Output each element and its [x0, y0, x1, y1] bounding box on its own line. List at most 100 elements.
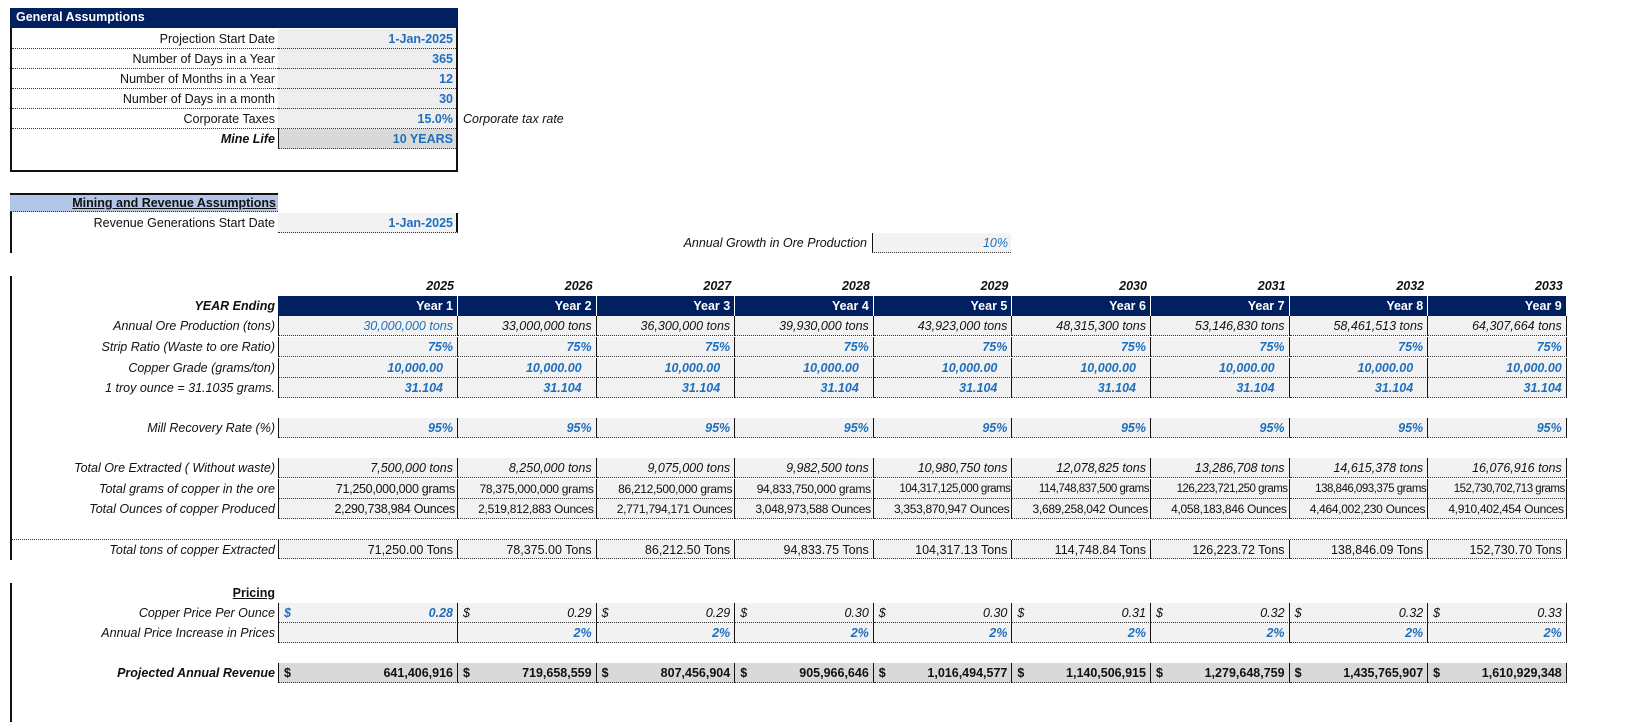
- annual-growth-value[interactable]: 10%: [872, 233, 1011, 253]
- copper-grade-cell[interactable]: 10,000.00: [1289, 358, 1429, 378]
- total-ore-cell: 10,980,750 tons: [873, 458, 1013, 478]
- annual-ore-cell[interactable]: 33,000,000 tons: [458, 316, 597, 336]
- price-increase-cell[interactable]: 2%: [458, 623, 597, 643]
- troy-ounce-cell[interactable]: 31.104: [873, 378, 1013, 398]
- currency-symbol: $: [284, 666, 291, 680]
- copper-grade-cell[interactable]: 10,000.00: [873, 358, 1013, 378]
- mill-recovery-cell[interactable]: 95%: [278, 418, 458, 438]
- mill-recovery-cell[interactable]: 95%: [735, 418, 874, 438]
- ga-value-corporate-taxes[interactable]: 15.0%: [278, 109, 456, 129]
- annual-ore-cell[interactable]: 30,000,000 tons: [278, 316, 458, 336]
- annual-ore-cell[interactable]: 53,146,830 tons: [1150, 316, 1290, 336]
- copper-grade-cell[interactable]: 10,000.00: [278, 358, 458, 378]
- total-ounces-cell: 4,058,183,846 Ounces: [1150, 499, 1290, 519]
- calendar-year: 2028: [841, 279, 870, 293]
- copper-grade-cell[interactable]: 10,000.00: [596, 358, 736, 378]
- troy-ounce-cell[interactable]: 31.104: [278, 378, 458, 398]
- ga-label: Number of Days in a month: [12, 89, 278, 109]
- total-tons-copper-cell: 71,250.00 Tons: [278, 540, 458, 559]
- row-label: Total grams of copper in the ore: [98, 482, 275, 496]
- mill-recovery-cell[interactable]: 95%: [1289, 418, 1429, 438]
- troy-ounce-cell[interactable]: 31.104: [458, 378, 597, 398]
- ga-row-projection-start: Projection Start Date 1-Jan-2025: [12, 29, 456, 49]
- troy-ounce-cell[interactable]: 31.104: [596, 378, 736, 398]
- currency-symbol: $: [463, 606, 470, 620]
- mill-recovery-cell[interactable]: 95%: [458, 418, 597, 438]
- price-increase-cell[interactable]: 2%: [596, 623, 736, 643]
- annual-ore-cell[interactable]: 48,315,300 tons: [1012, 316, 1151, 336]
- strip-ratio-cell[interactable]: 75%: [873, 337, 1013, 357]
- total-ounces-cell: 4,910,402,454 Ounces: [1428, 499, 1567, 519]
- troy-ounce-cell[interactable]: 31.104: [1012, 378, 1151, 398]
- troy-ounce-cell[interactable]: 31.104: [1428, 378, 1567, 398]
- copper-grade-cell[interactable]: 10,000.00: [1012, 358, 1151, 378]
- row-label: Strip Ratio (Waste to ore Ratio): [101, 340, 275, 354]
- ga-label: Corporate Taxes: [12, 109, 278, 129]
- currency-symbol: $: [878, 666, 886, 680]
- annual-ore-cell[interactable]: 64,307,664 tons: [1428, 316, 1567, 336]
- strip-ratio-cell[interactable]: 75%: [1428, 337, 1567, 357]
- price-increase-cell[interactable]: 2%: [735, 623, 874, 643]
- annual-ore-cell[interactable]: 43,923,000 tons: [873, 316, 1013, 336]
- total-grams-cell: 114,748,837,500 grams: [1012, 479, 1151, 499]
- year-ending-header-row: YEAR Ending Year 1 Year 2 Year 3 Year 4 …: [12, 296, 1567, 316]
- price-increase-cell[interactable]: [278, 623, 458, 643]
- revenue-start-date-value[interactable]: 1-Jan-2025: [278, 213, 458, 233]
- strip-ratio-cell[interactable]: 75%: [1150, 337, 1290, 357]
- price-increase-cell[interactable]: 2%: [1289, 623, 1429, 643]
- mill-recovery-cell[interactable]: 95%: [1428, 418, 1567, 438]
- annual-ore-cell[interactable]: 36,300,000 tons: [596, 316, 736, 336]
- total-ore-cell: 16,076,916 tons: [1428, 458, 1567, 478]
- troy-ounce-cell[interactable]: 31.104: [1289, 378, 1429, 398]
- strip-ratio-cell[interactable]: 75%: [458, 337, 597, 357]
- ga-value-mine-life[interactable]: 10 YEARS: [278, 129, 456, 149]
- revenue-cell: $1,435,765,907: [1289, 663, 1429, 683]
- strip-ratio-cell[interactable]: 75%: [596, 337, 736, 357]
- total-ounces-cell: 2,519,812,883 Ounces: [458, 499, 597, 519]
- table-row-troy-ounce: 1 troy ounce = 31.1035 grams. 31.104 31.…: [12, 378, 1567, 398]
- strip-ratio-cell[interactable]: 75%: [735, 337, 874, 357]
- mill-recovery-cell[interactable]: 95%: [1150, 418, 1290, 438]
- section-border: [10, 583, 12, 722]
- table-row-total-tons-copper: Total tons of copper Extracted 71,250.00…: [12, 539, 1567, 559]
- copper-price-cell[interactable]: $0.28: [278, 603, 458, 623]
- ga-value-months-year[interactable]: 12: [278, 69, 456, 89]
- row-label: Copper Grade (grams/ton): [128, 361, 275, 375]
- strip-ratio-cell[interactable]: 75%: [1012, 337, 1151, 357]
- revenue-cell: $905,966,646: [735, 663, 874, 683]
- total-grams-cell: 104,317,125,000 grams: [873, 479, 1013, 499]
- strip-ratio-cell[interactable]: 75%: [1289, 337, 1429, 357]
- mill-recovery-cell[interactable]: 95%: [873, 418, 1013, 438]
- price-increase-cell[interactable]: 2%: [873, 623, 1013, 643]
- year-ending-label: YEAR Ending: [194, 299, 275, 313]
- total-tons-copper-cell: 78,375.00 Tons: [458, 540, 597, 559]
- price-increase-cell[interactable]: 2%: [1150, 623, 1290, 643]
- row-label: Annual Price Increase in Prices: [101, 626, 275, 640]
- ga-value-days-month[interactable]: 30: [278, 89, 456, 109]
- total-tons-copper-cell: 114,748.84 Tons: [1012, 540, 1151, 559]
- currency-symbol: $: [601, 606, 609, 620]
- annual-ore-cell[interactable]: 58,461,513 tons: [1289, 316, 1429, 336]
- table-row-annual-ore: Annual Ore Production (tons) 30,000,000 …: [12, 316, 1567, 336]
- price-increase-cell[interactable]: 2%: [1428, 623, 1567, 643]
- annual-growth-label: Annual Growth in Ore Production: [683, 236, 867, 250]
- copper-grade-cell[interactable]: 10,000.00: [1428, 358, 1567, 378]
- troy-ounce-cell[interactable]: 31.104: [735, 378, 874, 398]
- copper-grade-cell[interactable]: 10,000.00: [458, 358, 597, 378]
- total-ounces-cell: 3,353,870,947 Ounces: [873, 499, 1013, 519]
- ga-value-projection-start[interactable]: 1-Jan-2025: [278, 29, 456, 49]
- mill-recovery-cell[interactable]: 95%: [1012, 418, 1151, 438]
- revenue-cell: $1,140,506,915: [1012, 663, 1151, 683]
- row-label: Mill Recovery Rate (%): [147, 421, 275, 435]
- troy-ounce-cell[interactable]: 31.104: [1150, 378, 1290, 398]
- annual-ore-cell[interactable]: 39,930,000 tons: [735, 316, 874, 336]
- ga-value-days-year[interactable]: 365: [278, 49, 456, 69]
- row-label: Annual Ore Production (tons): [113, 319, 275, 333]
- price-increase-cell[interactable]: 2%: [1012, 623, 1151, 643]
- strip-ratio-cell[interactable]: 75%: [278, 337, 458, 357]
- mill-recovery-cell[interactable]: 95%: [596, 418, 736, 438]
- ga-row-corporate-taxes: Corporate Taxes 15.0%: [12, 109, 456, 129]
- copper-price-cell: $0.32: [1150, 603, 1290, 623]
- copper-grade-cell[interactable]: 10,000.00: [1150, 358, 1290, 378]
- copper-grade-cell[interactable]: 10,000.00: [735, 358, 874, 378]
